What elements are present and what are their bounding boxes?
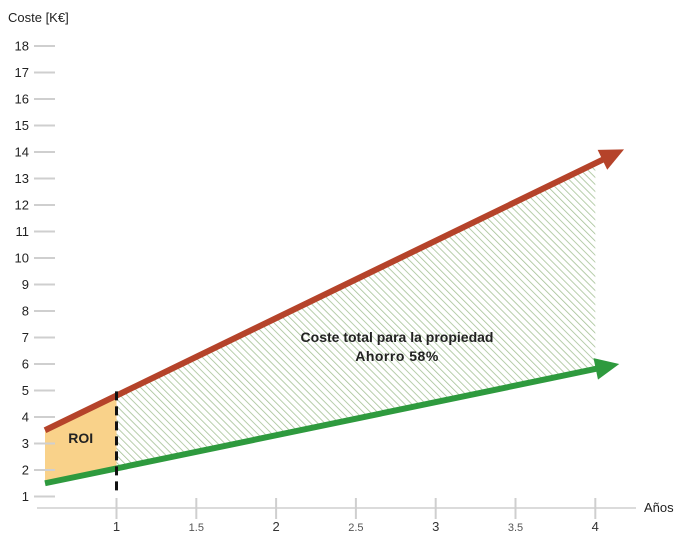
traditional-cost-series-line xyxy=(43,156,606,433)
savings-label-line1: Coste total para la propiedad xyxy=(301,329,494,345)
y-tick-label: 12 xyxy=(15,198,29,213)
x-tick-label: 4 xyxy=(592,519,599,533)
y-tick-label: 7 xyxy=(22,330,29,345)
traditional-cost-series-arrowhead xyxy=(597,149,625,170)
y-tick-label: 18 xyxy=(15,39,29,54)
x-tick-label: 3 xyxy=(432,519,439,533)
y-tick-label: 10 xyxy=(15,251,29,266)
x-tick-label: 2 xyxy=(272,519,279,533)
y-tick-label: 1 xyxy=(22,489,29,504)
solution-cost-series-arrowhead xyxy=(593,358,620,380)
savings-region xyxy=(116,163,596,469)
y-tick-label: 13 xyxy=(15,171,29,186)
savings-label-line2: Ahorro 58% xyxy=(355,348,439,364)
y-tick-label: 9 xyxy=(22,277,29,292)
y-tick-label: 17 xyxy=(15,65,29,80)
y-tick-label: 3 xyxy=(22,436,29,451)
y-tick-label: 16 xyxy=(15,92,29,107)
y-tick-label: 8 xyxy=(22,304,29,319)
y-tick-label: 4 xyxy=(22,410,29,425)
y-tick-label: 2 xyxy=(22,463,29,478)
y-tick-label: 6 xyxy=(22,357,29,372)
x-tick-label: 1 xyxy=(113,519,120,533)
roi-label: ROI xyxy=(68,430,93,446)
y-tick-label: 15 xyxy=(15,118,29,133)
solution-cost-series-line xyxy=(44,365,599,487)
roi-region xyxy=(45,395,117,484)
y-tick-label: 14 xyxy=(15,145,29,160)
x-tick-label: 1.5 xyxy=(189,522,204,533)
y-tick-label: 11 xyxy=(16,224,30,239)
y-axis-title: Coste [K€] xyxy=(8,10,69,25)
x-tick-label: 2.5 xyxy=(348,522,363,533)
x-axis-title: Años xyxy=(644,500,674,515)
x-tick-label: 3.5 xyxy=(508,522,523,533)
y-tick-label: 5 xyxy=(22,383,29,398)
